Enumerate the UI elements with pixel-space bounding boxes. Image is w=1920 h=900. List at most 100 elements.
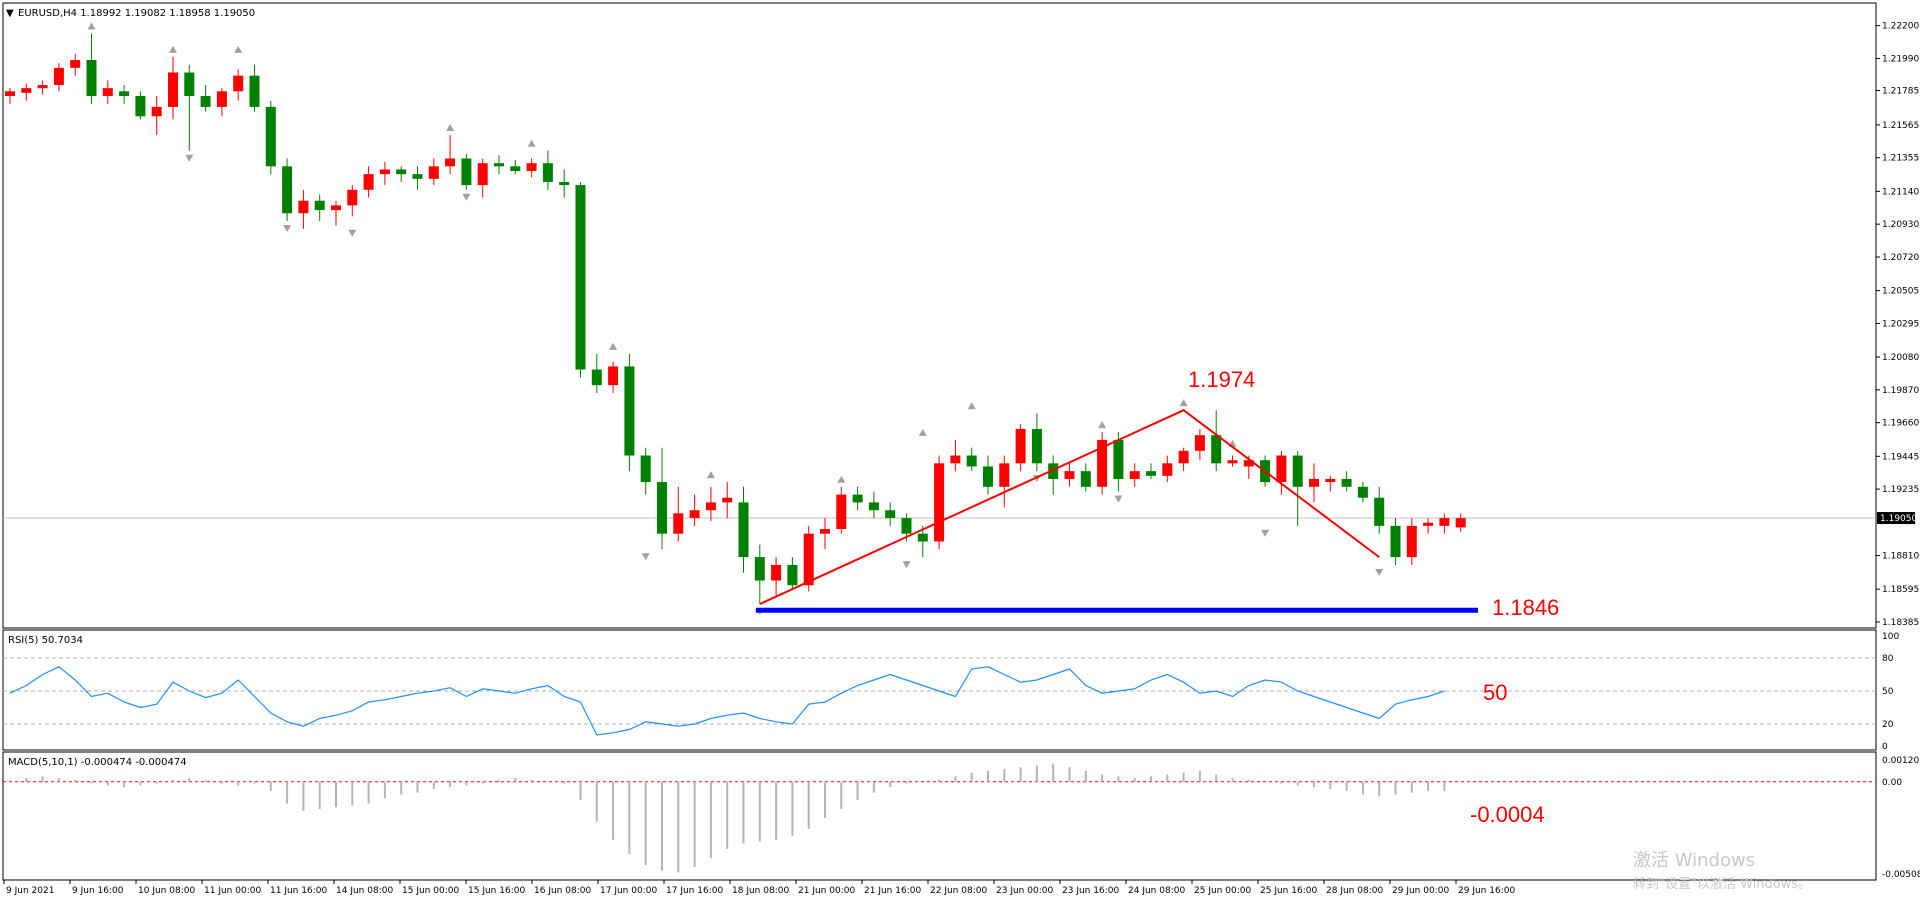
time-tick-label: 9 Jun 16:00 (72, 886, 124, 896)
fractal-down-marker (348, 229, 357, 237)
price-tick-label: 1.19235 (1882, 485, 1919, 495)
candle-body (591, 369, 602, 386)
candle-body (868, 502, 879, 511)
price-tick-label: 1.21355 (1882, 154, 1919, 164)
time-tick-label: 17 Jun 16:00 (666, 886, 723, 896)
candle-body (624, 366, 635, 456)
candle-body (1325, 478, 1336, 483)
price-axis: 1.22200 1.21990 1.21785 1.21565 1.21355 1.211… (1876, 22, 1919, 628)
candle-body (70, 60, 81, 68)
macd-header: MACD(5,10,1) -0.000474 -0.000474 (8, 757, 187, 768)
candle-body (1015, 428, 1026, 464)
candle-body (836, 494, 847, 529)
candle-body (722, 497, 733, 503)
rsi-pane-frame (2, 629, 1877, 751)
fractal-down-marker (641, 553, 650, 561)
candle-body (102, 88, 113, 96)
candle-body (5, 91, 15, 96)
time-tick-label: 22 Jun 08:00 (930, 886, 987, 896)
candle-body (200, 95, 211, 107)
time-tick-label: 16 Jun 08:00 (534, 886, 591, 896)
candle-body (1374, 497, 1385, 526)
candle-body (216, 91, 227, 107)
candle-body (119, 91, 130, 96)
candle-body (168, 72, 178, 107)
price-tick-label: 1.20295 (1882, 319, 1919, 329)
time-tick-label: 23 Jun 16:00 (1062, 886, 1119, 896)
fractal-down-marker (1375, 568, 1384, 576)
time-tick-label: 9 Jun 2021 (6, 886, 54, 896)
chart-header: EURUSD,H4 1.18992 1.19082 1.18958 1.1905… (18, 8, 255, 19)
price-tick-label: 1.20720 (1882, 253, 1919, 263)
fractal-up-marker (609, 342, 618, 350)
candle-body (1292, 455, 1303, 487)
rsi-tick-label: 80 (1882, 654, 1894, 664)
fractal-up-marker (967, 402, 976, 410)
dropdown-arrow-icon[interactable]: ▼ (6, 8, 14, 19)
candle-body (331, 205, 341, 211)
candle-body (282, 166, 293, 214)
candle-body (1357, 486, 1368, 498)
time-tick-label: 23 Jun 00:00 (996, 886, 1053, 896)
fractal-markers (87, 22, 1384, 616)
rsi-tick-label: 0 (1882, 742, 1888, 752)
candle-body (151, 106, 162, 117)
candle-body (363, 174, 374, 190)
macd-tick-label: 0.00 (1882, 778, 1902, 788)
price-tick-label: 1.20080 (1882, 353, 1919, 363)
time-tick-label: 14 Jun 08:00 (336, 886, 393, 896)
time-tick-label: 28 Jun 08:00 (1326, 886, 1383, 896)
price-tick-label: 1.18595 (1882, 585, 1919, 595)
fractal-up-marker (527, 139, 536, 147)
zigzag-line (759, 409, 1380, 605)
candle-body (314, 200, 325, 211)
price-tick-label: 1.21140 (1882, 187, 1919, 197)
fractal-up-marker (234, 45, 243, 53)
candle-body (510, 166, 521, 172)
macd-pane-frame (2, 751, 1877, 881)
candle-body (559, 181, 570, 186)
candle-body (37, 85, 48, 89)
candle-body (477, 163, 488, 186)
candle-body (412, 174, 423, 179)
candle-body (1439, 518, 1450, 526)
price-tick-label: 1.19660 (1882, 419, 1919, 429)
candle-body (950, 455, 961, 464)
main-pane-frame (2, 2, 1877, 629)
fractal-down-marker (902, 561, 911, 569)
time-tick-label: 25 Jun 00:00 (1194, 886, 1251, 896)
candle-body (184, 72, 195, 96)
candle-body (917, 533, 928, 542)
macd-tick-label: -0.005088 (1882, 870, 1920, 880)
candle-body (1276, 455, 1287, 483)
candle-body (608, 366, 619, 386)
time-tick-label: 11 Jun 16:00 (270, 886, 327, 896)
macd-tick-label: 0.001201 (1882, 756, 1920, 766)
candle-body (771, 564, 782, 581)
candle-body (233, 75, 244, 92)
candle-body (657, 482, 667, 534)
fractal-up-marker (169, 45, 177, 53)
candle-body (901, 518, 912, 534)
candle-body (1129, 471, 1140, 479)
candle-body (803, 533, 814, 586)
candle-body (494, 163, 504, 167)
candle-body (428, 166, 439, 179)
watermark-line1: 激活 Windows (1633, 850, 1755, 871)
macd-level-annotation: -0.0004 (1470, 802, 1545, 827)
candle-body (1309, 478, 1319, 487)
support-price-annotation: 1.1846 (1492, 595, 1559, 620)
candle-body (1341, 478, 1352, 487)
macd-histogram: 0.001201 0.00 -0.005088 (3, 756, 1920, 880)
rsi-tick-label: 50 (1882, 687, 1894, 697)
candle-body (1423, 522, 1434, 526)
current-price-label: 1.19050 (1880, 514, 1917, 524)
rsi-series: 100 80 50 20 0 (3, 632, 1899, 752)
candle-body (396, 169, 407, 175)
price-tick-label: 1.21990 (1882, 54, 1919, 64)
fractal-down-marker (283, 225, 292, 233)
fractal-up-marker (1179, 399, 1188, 407)
candle-body (86, 60, 97, 96)
candle-body (135, 95, 146, 117)
